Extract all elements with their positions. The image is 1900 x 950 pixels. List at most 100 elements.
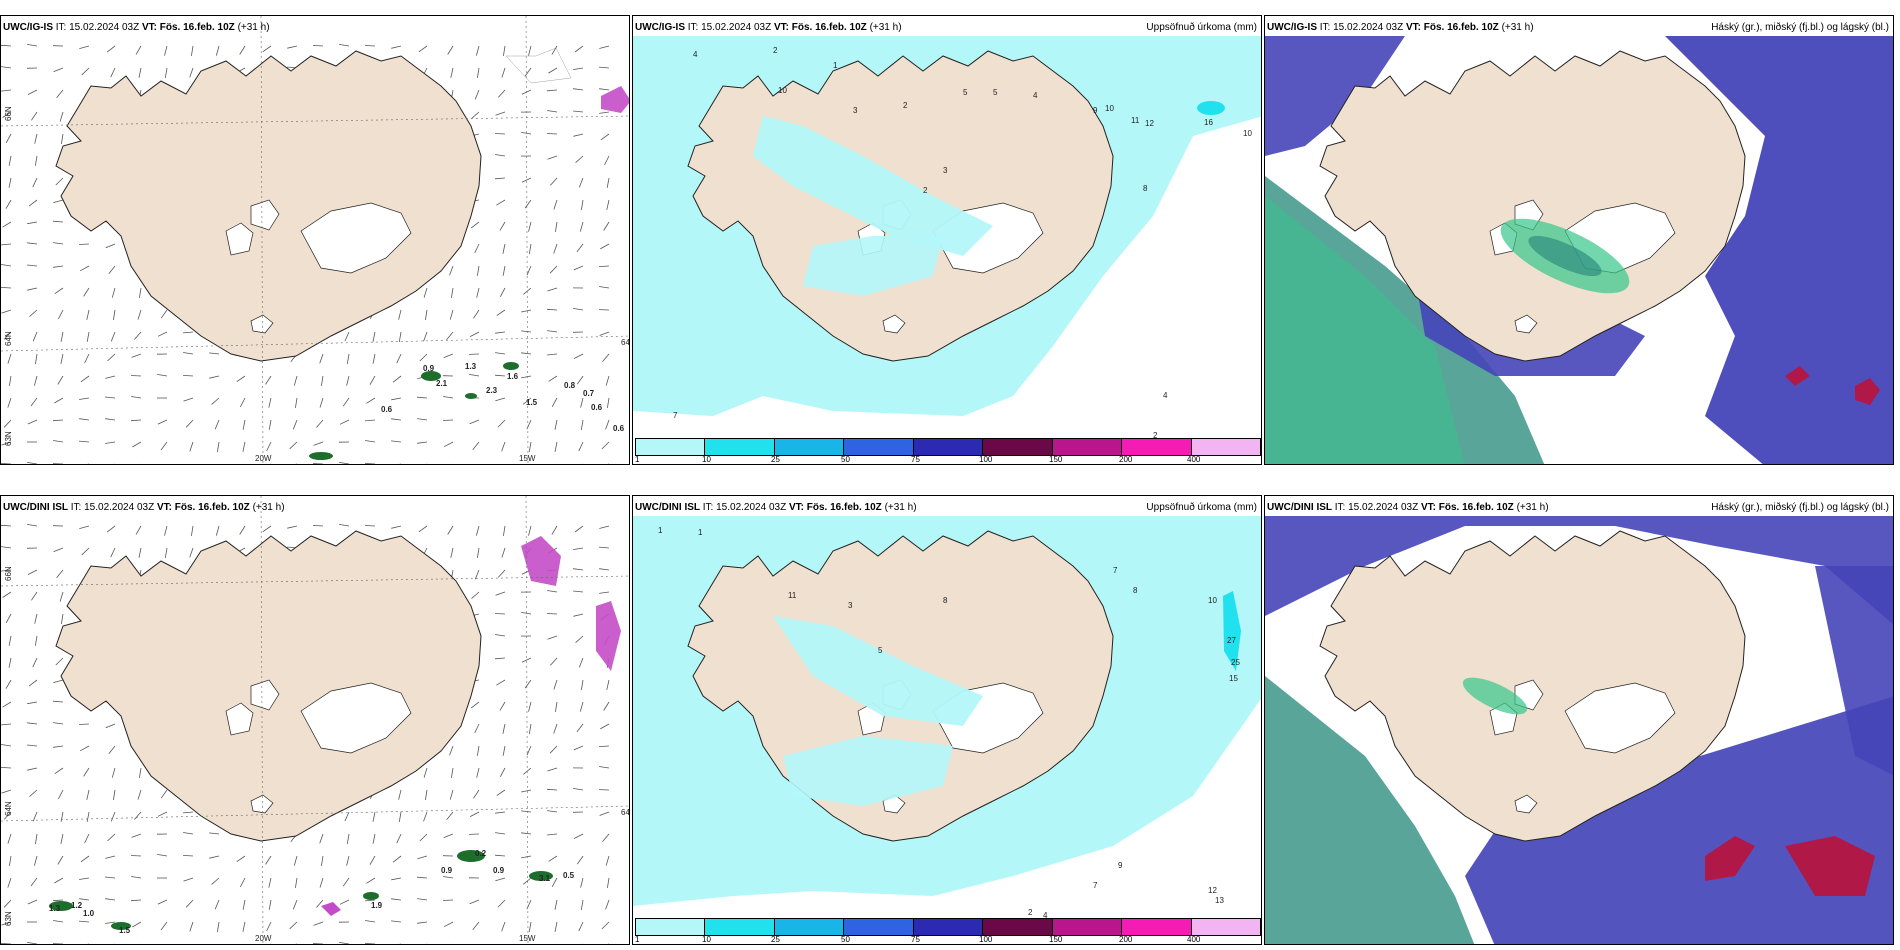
wind-barb <box>417 898 428 901</box>
wind-barb <box>209 855 220 859</box>
wind-barb <box>160 921 168 931</box>
wind-barb <box>8 657 12 668</box>
wind-barb <box>140 463 141 464</box>
wind-barb <box>582 463 583 464</box>
wind-barb <box>217 441 220 452</box>
wind-barb <box>134 811 142 820</box>
wind-barb <box>502 745 506 756</box>
wind-barb <box>53 679 64 683</box>
wind-barb <box>495 832 506 835</box>
wind-barb <box>316 899 324 908</box>
wind-barb <box>495 634 506 637</box>
wind-barb <box>546 133 558 135</box>
wind-barb <box>364 899 376 902</box>
wind-barb <box>599 331 610 336</box>
wind-barb <box>391 920 402 923</box>
wind-barb <box>268 419 272 430</box>
colorbar-swatch <box>844 439 914 455</box>
wind-barb <box>547 833 558 836</box>
wind-barb <box>295 943 297 944</box>
gust-label: 1.3 <box>49 904 61 913</box>
wind-barb <box>192 463 193 464</box>
wind-barb <box>417 855 428 860</box>
wind-barb <box>130 855 142 857</box>
wind-barb <box>550 657 558 666</box>
colorbar-tick: 25 <box>771 935 780 944</box>
wind-barb <box>555 221 558 232</box>
wind-barb <box>183 832 194 835</box>
wind-barb <box>110 331 116 342</box>
lon-label-20w: 20W <box>255 934 272 943</box>
wind-barb <box>391 877 402 881</box>
wind-barb <box>262 525 272 533</box>
wind-barb <box>164 525 168 536</box>
wind-barb <box>1 921 12 926</box>
colorbar-tick: 10 <box>702 935 711 944</box>
panel-subtitle: Uppsöfnuð úrkoma (mm) <box>1146 22 1257 33</box>
wind-barb <box>521 810 532 813</box>
wind-barb <box>396 833 402 844</box>
wind-barb <box>501 441 506 452</box>
wind-barb <box>111 767 116 778</box>
precip-label: 7 <box>1113 566 1118 575</box>
wind-barb <box>474 569 480 580</box>
wind-barb <box>553 199 558 210</box>
wind-barb <box>1 767 12 769</box>
wind-barb <box>364 45 376 47</box>
wind-barb <box>242 441 246 452</box>
wind-barb <box>157 374 168 377</box>
wind-barb <box>599 811 610 816</box>
wind-barb <box>27 524 38 527</box>
wind-barb <box>547 767 558 772</box>
wind-barb <box>287 45 298 49</box>
wind-barb <box>573 110 584 113</box>
wind-barb <box>5 199 12 209</box>
wind-barb <box>54 877 64 884</box>
wind-barb <box>551 397 558 407</box>
wind-barb <box>52 220 64 223</box>
wind-barb <box>270 943 271 944</box>
wind-barb <box>86 331 90 342</box>
wind-barb <box>107 353 116 362</box>
wind-barb <box>451 287 454 298</box>
wind-barb <box>604 155 610 166</box>
wind-barb <box>242 419 246 430</box>
precip-label: 16 <box>1204 118 1213 127</box>
precip-label: 2 <box>923 186 928 195</box>
wind-barb <box>79 877 90 880</box>
lat-label-66: 66N <box>4 566 13 581</box>
wind-barb <box>32 331 38 342</box>
wind-barb <box>443 833 454 838</box>
panel-title: UWC/DINI ISL IT: 15.02.2024 03Z VT: Fös.… <box>3 502 285 513</box>
wind-barb <box>606 679 610 690</box>
wind-barb <box>502 265 506 276</box>
wind-barb <box>209 375 220 379</box>
wind-barb <box>80 745 90 752</box>
wind-barb <box>8 635 12 646</box>
wind-barb <box>53 722 64 725</box>
wind-barb <box>494 657 506 660</box>
wind-barb <box>573 308 584 311</box>
wind-barb <box>573 833 584 839</box>
wind-barb <box>81 547 90 556</box>
wind-barb <box>551 525 558 535</box>
colorbar-tick: 150 <box>1049 455 1063 464</box>
precip-label: 2 <box>903 101 908 110</box>
wind-barb <box>1 546 12 549</box>
wind-barb <box>27 287 38 291</box>
wind-barb <box>346 375 350 386</box>
wind-barb <box>469 374 480 377</box>
wind-barb <box>605 855 610 866</box>
wind-barb <box>32 657 38 668</box>
wind-barb <box>600 723 610 730</box>
wind-barb <box>130 899 142 902</box>
wind-barb <box>449 789 454 800</box>
wind-barb <box>185 419 194 428</box>
precip-label: 12 <box>1208 886 1217 895</box>
wind-barb <box>319 353 324 364</box>
wind-barb <box>495 154 506 157</box>
gust-label: 0.2 <box>475 849 487 858</box>
wind-barb <box>57 375 64 385</box>
wind-barb <box>399 943 401 944</box>
wind-barb <box>217 921 220 932</box>
